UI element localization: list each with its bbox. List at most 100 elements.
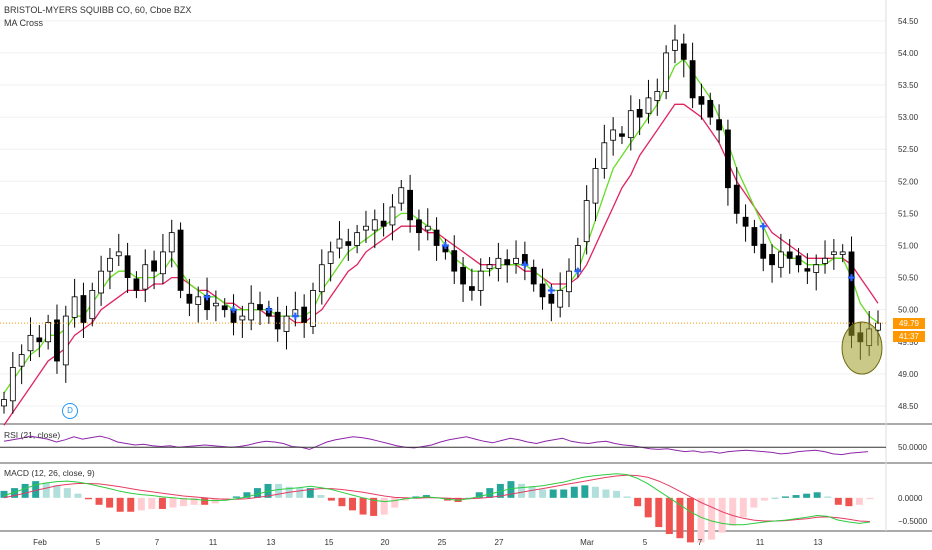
candle xyxy=(80,282,87,338)
time-tick-label: 11 xyxy=(756,538,765,547)
candle xyxy=(707,92,714,125)
ma-cross-marker xyxy=(521,261,529,269)
candle xyxy=(830,239,837,270)
candle-body xyxy=(663,52,670,92)
candle xyxy=(742,204,749,242)
time-tick-label: 5 xyxy=(96,538,101,547)
candle xyxy=(804,253,811,284)
rsi-pane: 50.0000 xyxy=(0,435,927,456)
candle-body xyxy=(89,290,96,320)
candle xyxy=(583,185,590,255)
time-axis: Feb 5 7 11 13 15 20 25 27 Mar 5 7 11 13 xyxy=(33,538,823,547)
candle-body xyxy=(707,100,714,118)
candle xyxy=(751,219,758,254)
candle xyxy=(725,119,731,206)
macd-hist-bar xyxy=(0,490,8,498)
macd-hist-bar xyxy=(739,497,747,518)
macd-hist-bar xyxy=(655,497,663,528)
macd-hist-bar xyxy=(349,497,357,511)
candle-body xyxy=(725,129,731,189)
candle-body xyxy=(813,264,820,273)
candle xyxy=(733,167,740,224)
macd-hist-bar xyxy=(327,497,335,501)
ma-cross-marker xyxy=(230,306,238,314)
candle-body xyxy=(221,305,228,311)
candle-body xyxy=(168,232,175,253)
candle xyxy=(795,248,802,273)
rsi-tick-label: 50.0000 xyxy=(898,443,927,452)
candle-body xyxy=(389,206,396,226)
candle xyxy=(521,241,528,281)
macd-hist-bar xyxy=(296,488,304,498)
macd-hist-bar xyxy=(338,497,346,507)
candle xyxy=(310,282,316,335)
price-tick-label: 49.00 xyxy=(898,370,919,379)
chart-header: BRISTOL-MYERS SQUIBB CO, 60, Cboe BZX MA… xyxy=(4,4,191,30)
macd-hist-bar xyxy=(613,490,621,498)
candle xyxy=(716,104,722,143)
candle xyxy=(530,259,537,292)
macd-hist-bar xyxy=(718,497,726,533)
candle-body xyxy=(539,283,546,298)
macd-line xyxy=(3,473,871,526)
candle xyxy=(133,271,140,299)
candle-body xyxy=(407,189,414,221)
macd-hist-bar xyxy=(708,497,716,540)
macd-pane: 0.0000 −0.5000 xyxy=(0,473,928,543)
time-tick-label: 15 xyxy=(325,538,334,547)
candle-body xyxy=(486,264,493,269)
price-grid xyxy=(0,20,886,407)
candle-body xyxy=(530,266,537,285)
candle-body xyxy=(283,315,290,332)
candle xyxy=(592,158,599,222)
candle-body xyxy=(115,251,122,257)
candle xyxy=(468,268,475,301)
macd-hist-bar xyxy=(834,497,842,505)
candle xyxy=(257,291,263,326)
candle xyxy=(822,240,828,274)
candle xyxy=(689,42,696,109)
macd-hist-bar xyxy=(412,496,420,498)
dividend-badge[interactable]: D xyxy=(62,403,78,419)
time-tick-label: Feb xyxy=(33,538,47,547)
rsi-line xyxy=(3,435,869,456)
ma-cross-marker xyxy=(203,293,211,301)
macd-hist-bar xyxy=(855,497,863,505)
candle-body xyxy=(786,251,793,259)
macd-hist-bar xyxy=(813,492,821,498)
price-tick-label: 50.50 xyxy=(898,274,919,283)
macd-hist-bar xyxy=(676,497,684,539)
symbol-title: BRISTOL-MYERS SQUIBB CO, 60, Cboe BZX xyxy=(4,5,192,15)
time-tick-label: Mar xyxy=(580,538,594,547)
ma-cross-marker xyxy=(265,306,273,314)
macd-hist-bar xyxy=(465,497,473,499)
macd-hist-bar xyxy=(137,497,145,511)
candle-body xyxy=(795,255,802,266)
macd-hist-bar xyxy=(169,497,177,508)
macd-hist-bar xyxy=(591,486,599,498)
ma-cross-markers xyxy=(203,222,856,320)
macd-hist-bar xyxy=(243,492,251,498)
candle-body xyxy=(627,110,634,139)
ma-cross-marker xyxy=(574,267,582,275)
candle-body xyxy=(133,278,140,291)
candle-body xyxy=(124,255,131,278)
price-tick-label: 52.00 xyxy=(898,177,919,186)
candle-body xyxy=(239,315,246,321)
candle-body xyxy=(151,260,157,272)
candle xyxy=(407,174,414,233)
candle xyxy=(98,255,105,306)
candle xyxy=(610,117,617,156)
candle-body xyxy=(822,257,828,264)
candle-body xyxy=(451,250,458,272)
candle xyxy=(601,124,608,179)
macd-hist-bar xyxy=(517,483,525,498)
candle xyxy=(769,244,775,283)
macd-hist-bar xyxy=(95,497,103,505)
macd-hist-bar xyxy=(507,481,515,498)
candle xyxy=(813,254,820,291)
candle-body xyxy=(345,241,352,246)
macd-hist-bar xyxy=(148,497,156,509)
macd-hist-bar xyxy=(63,488,71,498)
